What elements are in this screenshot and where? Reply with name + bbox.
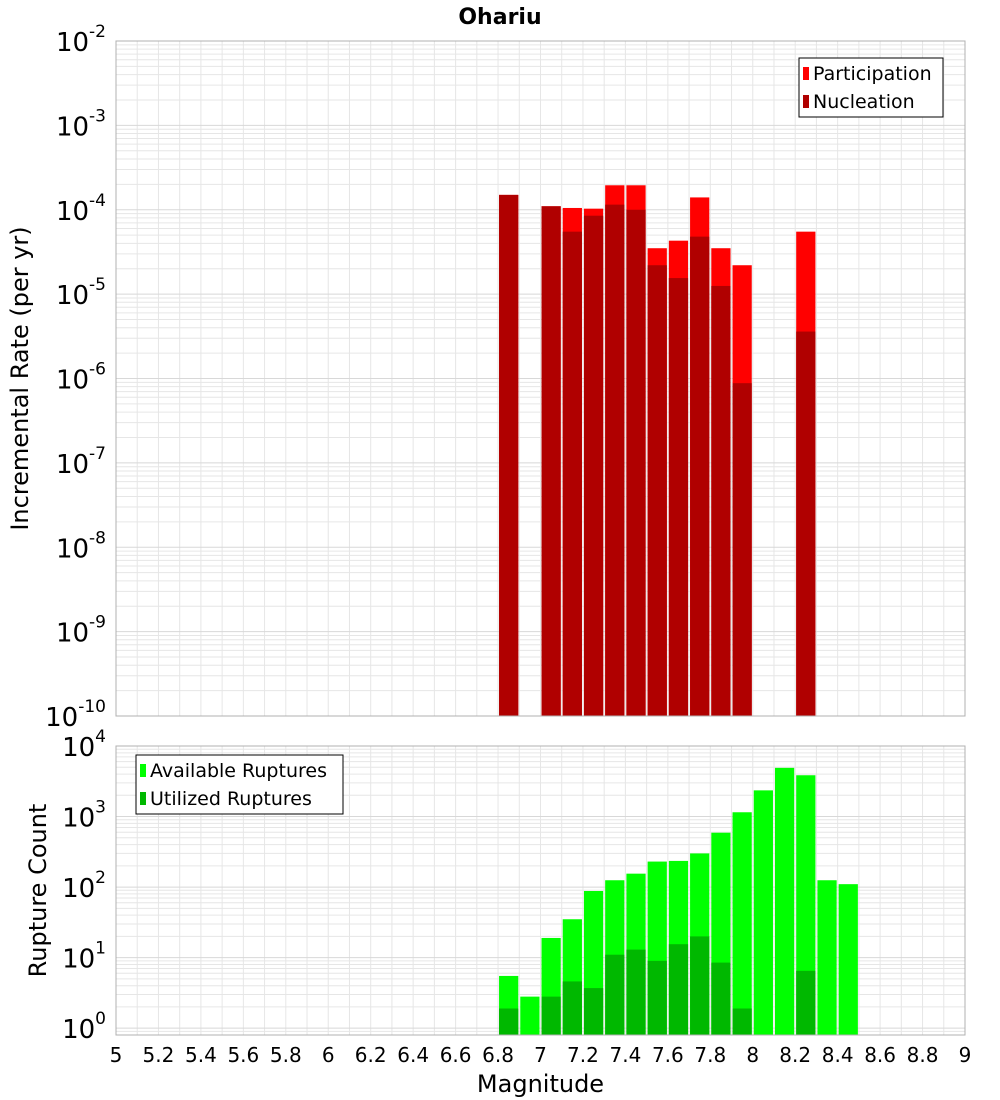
x-tick-label: 8.8 (907, 1043, 939, 1067)
available-ruptures-bar (520, 996, 540, 1035)
utilized-ruptures-bar (541, 996, 561, 1035)
bottom-plot: 100 101 102 103 104 5 5.2 5.4 5.6 5.8 6 6.2 6.4 6.6 6… (24, 727, 971, 1098)
nucleation-bar (711, 285, 731, 716)
nucleation-bar (796, 331, 816, 716)
utilized-ruptures-bar (647, 960, 667, 1035)
y-tick-label: 10-5 (56, 275, 106, 311)
x-tick-label: 6 (322, 1043, 335, 1067)
y-tick-label: 100 (62, 1009, 106, 1045)
utilized-ruptures-bar (626, 949, 646, 1035)
x-tick-label: 7.6 (652, 1043, 684, 1067)
nucleation-bar (626, 209, 646, 716)
y-tick-label: 10-9 (56, 613, 106, 649)
y-tick-label: 103 (62, 798, 106, 834)
x-tick-label: 8 (746, 1043, 759, 1067)
x-tick-label: 5 (110, 1043, 123, 1067)
x-tick-label: 7.2 (567, 1043, 599, 1067)
utilized-ruptures-bar (690, 936, 710, 1035)
bottom-plot-border (115, 745, 966, 1036)
nucleation-bar (499, 194, 519, 716)
y-tick-label: 104 (62, 727, 106, 763)
legend-label: Available Ruptures (150, 760, 327, 782)
y-tick-label: 10-4 (56, 191, 106, 227)
y-tick-label: 10-10 (45, 697, 106, 733)
utilized-ruptures-bar (668, 944, 689, 1035)
x-tick-label: 8.2 (779, 1043, 811, 1067)
x-tick-label: 5.6 (227, 1043, 259, 1067)
x-tick-label: 7.4 (609, 1043, 641, 1067)
legend-swatch (803, 67, 809, 80)
bottom-y-ticks: 100 101 102 103 104 (62, 727, 106, 1045)
utilized-ruptures-bar (796, 970, 816, 1035)
nucleation-bar (732, 383, 752, 716)
x-tick-label: 5.4 (185, 1043, 217, 1067)
nucleation-bar (541, 206, 561, 716)
utilized-ruptures-bar (562, 981, 582, 1035)
x-tick-label: 5.2 (143, 1043, 175, 1067)
y-tick-label: 10-2 (56, 22, 106, 58)
nucleation-bar (583, 215, 604, 717)
x-tick-label: 8.6 (864, 1043, 896, 1067)
nucleation-bar (690, 236, 710, 716)
x-tick-label: 6.8 (482, 1043, 514, 1067)
top-legend: Participation Nucleation (798, 57, 944, 118)
nucleation-bar (668, 278, 689, 716)
top-y-axis-label: Incremental Rate (per yr) (6, 226, 34, 530)
top-bars (499, 185, 816, 717)
legend-swatch (140, 764, 146, 777)
legend-box (798, 57, 944, 118)
utilized-ruptures-bar (499, 1008, 519, 1035)
y-tick-label: 10-8 (56, 528, 106, 564)
utilized-ruptures-bar (711, 962, 731, 1035)
x-tick-label: 9 (959, 1043, 972, 1067)
x-axis-label: Magnitude (477, 1070, 604, 1098)
x-tick-label: 6.2 (355, 1043, 387, 1067)
x-tick-label: 7 (534, 1043, 547, 1067)
bottom-bars (499, 767, 858, 1035)
top-plot-border (115, 40, 966, 717)
legend-box (135, 754, 344, 815)
bottom-x-ticks: 5 5.2 5.4 5.6 5.8 6 6.2 6.4 6.6 6.8 7 7.2 7.4 7.6 7.8 8… (110, 1043, 972, 1067)
legend-swatch (803, 95, 809, 108)
y-tick-label: 102 (62, 868, 106, 904)
nucleation-bar (562, 231, 582, 716)
top-plot: 10-10 10-9 10-8 10-7 10-6 10-5 10-4 10-3 10-2 In… (6, 22, 966, 733)
top-grid (115, 41, 966, 717)
available-ruptures-bar (796, 775, 816, 1035)
utilized-ruptures-bar (605, 954, 625, 1035)
legend-swatch (140, 792, 146, 805)
y-tick-label: 10-3 (56, 106, 106, 142)
x-tick-label: 6.4 (397, 1043, 429, 1067)
y-tick-label: 10-6 (56, 360, 106, 396)
legend-label: Participation (813, 63, 932, 85)
y-tick-label: 10-7 (56, 444, 106, 480)
y-tick-label: 101 (62, 939, 106, 975)
legend-label: Utilized Ruptures (150, 788, 312, 810)
x-tick-label: 6.6 (440, 1043, 472, 1067)
top-y-ticks: 10-10 10-9 10-8 10-7 10-6 10-5 10-4 10-3 10-2 (45, 22, 106, 733)
x-tick-label: 7.8 (694, 1043, 726, 1067)
available-ruptures-bar (732, 812, 752, 1035)
utilized-ruptures-bar (583, 988, 604, 1035)
bottom-y-axis-label: Rupture Count (24, 804, 52, 978)
nucleation-bar (605, 204, 625, 717)
bottom-legend: Available Ruptures Utilized Ruptures (135, 754, 344, 815)
available-ruptures-bar (817, 880, 837, 1035)
available-ruptures-bar (838, 884, 858, 1035)
utilized-ruptures-bar (732, 1008, 752, 1035)
x-tick-label: 5.8 (270, 1043, 302, 1067)
chart-title: Ohariu (458, 5, 541, 30)
x-tick-label: 8.4 (822, 1043, 854, 1067)
legend-label: Nucleation (813, 91, 915, 113)
nucleation-bar (647, 265, 667, 716)
available-ruptures-bar (774, 767, 795, 1035)
available-ruptures-bar (753, 790, 773, 1035)
